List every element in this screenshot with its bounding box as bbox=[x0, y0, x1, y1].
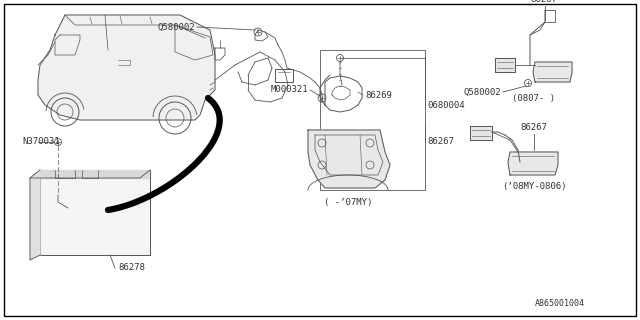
Bar bbox=[40, 170, 150, 255]
Text: 86278: 86278 bbox=[118, 263, 145, 273]
Text: A865001004: A865001004 bbox=[535, 300, 585, 308]
Polygon shape bbox=[38, 15, 215, 120]
Polygon shape bbox=[30, 170, 40, 260]
Text: M000321: M000321 bbox=[270, 85, 308, 94]
Polygon shape bbox=[495, 58, 515, 72]
Bar bbox=[320, 50, 425, 190]
Text: ( -’07MY): ( -’07MY) bbox=[324, 198, 372, 207]
Polygon shape bbox=[308, 130, 390, 188]
Text: (’08MY-0806): (’08MY-0806) bbox=[502, 182, 566, 191]
Text: 0680004: 0680004 bbox=[427, 100, 465, 109]
Text: 86267: 86267 bbox=[520, 123, 547, 132]
Text: 86269: 86269 bbox=[365, 91, 392, 100]
Text: 86267: 86267 bbox=[427, 138, 454, 147]
Text: Q580002: Q580002 bbox=[157, 22, 195, 31]
Text: 86267: 86267 bbox=[531, 0, 557, 4]
Text: (0807- ): (0807- ) bbox=[512, 93, 555, 102]
Polygon shape bbox=[508, 152, 558, 175]
Polygon shape bbox=[470, 126, 492, 140]
Text: Q580002: Q580002 bbox=[463, 87, 501, 97]
Bar bbox=[275, 69, 293, 82]
Text: N370031: N370031 bbox=[22, 138, 60, 147]
Polygon shape bbox=[533, 62, 572, 82]
Polygon shape bbox=[40, 170, 150, 178]
